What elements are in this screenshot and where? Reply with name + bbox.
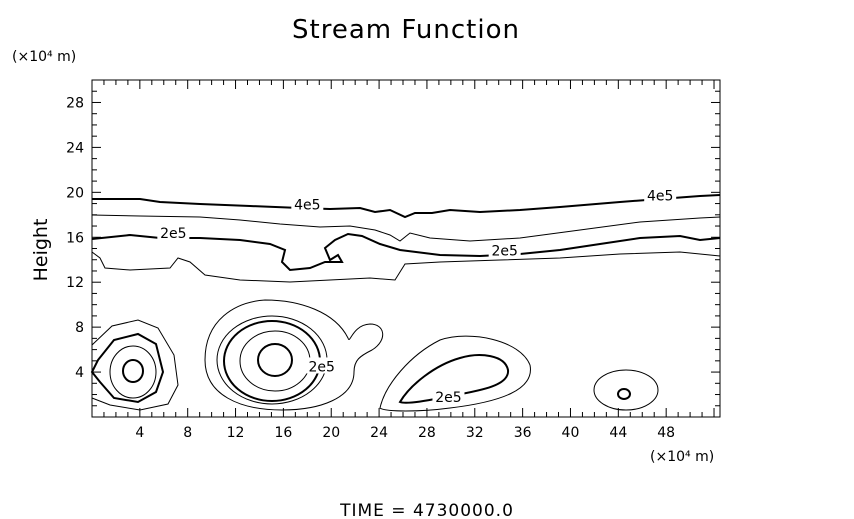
contour-label: 4e5 [647, 189, 673, 205]
contour-label-bg [157, 223, 190, 240]
x-tick-label: 4 [135, 425, 144, 441]
chart-title: Stream Function [292, 15, 520, 45]
x-tick-label: 48 [657, 425, 675, 441]
x-tick-label: 24 [370, 425, 388, 441]
contour-left-vortex-outer [91, 319, 179, 411]
contour-1e5-upper [91, 251, 721, 283]
x-axis-unit: (×10⁴ m) [650, 449, 714, 465]
contour-label: 2e5 [491, 244, 517, 260]
contour-label-bg [291, 195, 324, 212]
contour-small-vortex-core [617, 388, 631, 400]
y-tick-label: 24 [66, 140, 84, 156]
x-tick-label: 44 [609, 425, 627, 441]
contour-right-vortex-thick [398, 354, 510, 404]
time-footer: TIME = 4730000.0 [339, 501, 514, 519]
y-axis-unit: (×10⁴ m) [12, 49, 76, 65]
contour-label: 2e5 [308, 359, 334, 375]
contour-right-vortex-outer [379, 335, 531, 412]
y-tick-label: 20 [66, 185, 84, 201]
contour-lines [90, 194, 721, 412]
contour-label-bg [305, 357, 338, 374]
x-tick-label: 16 [274, 425, 292, 441]
plot-frame [91, 79, 721, 418]
y-tick-label: 16 [66, 230, 84, 246]
contour-4e5-upper [92, 194, 721, 219]
x-tick-label: 12 [227, 425, 245, 441]
contour-left-vortex-thick [90, 332, 165, 404]
x-tick-label: 36 [514, 425, 532, 441]
x-tick-label: 28 [418, 425, 436, 441]
x-tick-label: 40 [562, 425, 580, 441]
y-tick-label: 8 [75, 320, 84, 336]
contour-label-bg [488, 241, 521, 258]
contour-label-bg [644, 186, 677, 203]
contour-label: 2e5 [160, 226, 186, 242]
contour-mid-vortex-core [257, 343, 293, 377]
y-tick-label: 4 [75, 365, 84, 381]
x-tick-label: 32 [466, 425, 484, 441]
contour-mid-vortex-outer [204, 299, 384, 411]
contour-left-vortex-core [122, 359, 144, 383]
contour-labels: 4e5 4e5 2e5 2e5 2e5 2e5 [157, 186, 677, 406]
x-tick-label: 8 [183, 425, 192, 441]
contour-2e5-upper [91, 232, 721, 272]
contour-mid-vortex-inner [239, 330, 311, 392]
contour-left-vortex-inner [109, 345, 157, 399]
contour-label: 4e5 [294, 198, 320, 214]
contour-mid-vortex-thick [223, 320, 321, 402]
contour-label: 2e5 [435, 390, 461, 406]
y-tick-label: 28 [66, 95, 84, 111]
contour-label-bg [432, 387, 465, 404]
contour-3e5 [91, 214, 721, 242]
contour-small-vortex-outer [593, 369, 659, 411]
y-tick-label: 12 [66, 275, 84, 291]
x-tick-label: 20 [322, 425, 340, 441]
y-axis-label: Height [30, 219, 52, 282]
